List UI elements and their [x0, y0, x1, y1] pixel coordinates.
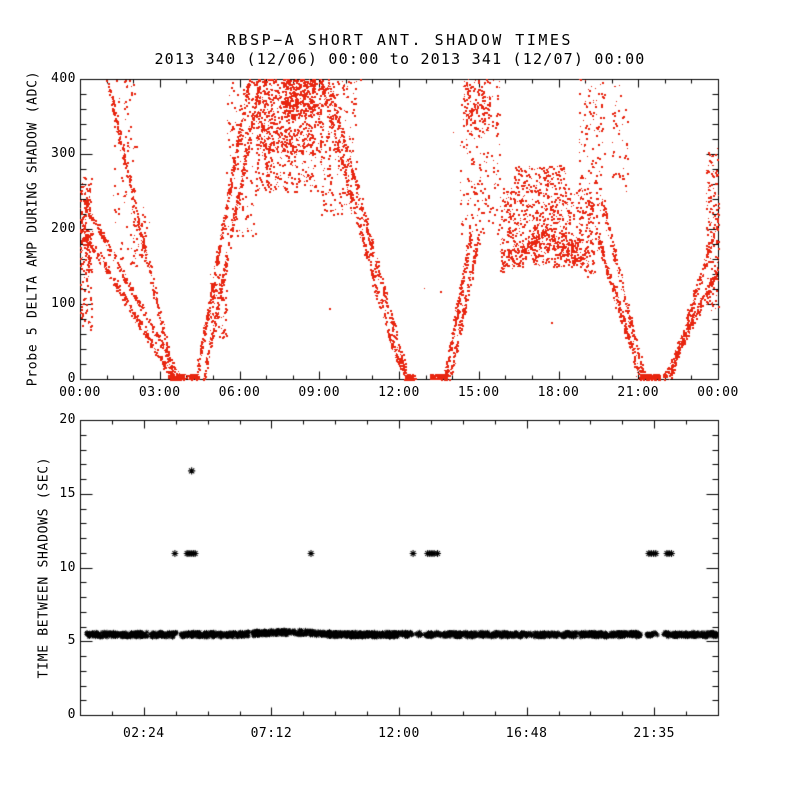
x-tick-label: 12:00 [378, 385, 420, 400]
x-tick-label: 21:35 [633, 726, 675, 741]
y-tick-label: 0 [67, 707, 76, 722]
chart-title: RBSP−A SHORT ANT. SHADOW TIMES [227, 31, 573, 49]
x-tick-label: 07:12 [250, 726, 293, 741]
y-tick-label: 20 [59, 412, 76, 427]
x-tick-label: 18:00 [537, 385, 580, 400]
chart-subtitle: 2013 340 (12/06) 00:00 to 2013 341 (12/0… [154, 50, 646, 68]
x-tick-label: 15:00 [457, 385, 500, 400]
x-tick-label: 16:48 [505, 726, 548, 741]
y-tick-label: 10 [59, 559, 76, 575]
x-tick-label: 03:00 [138, 385, 181, 400]
y-tick-label: 400 [51, 71, 76, 86]
x-tick-label: 00:00 [59, 385, 101, 400]
y-tick-label: 200 [51, 221, 76, 236]
y-tick-label: 100 [51, 296, 76, 311]
y-tick-label: 300 [51, 146, 76, 161]
x-tick-label: 06:00 [218, 385, 261, 400]
x-tick-label: 00:00 [697, 385, 739, 400]
x-tick-label: 21:00 [617, 385, 660, 400]
y-tick-label: 0 [67, 371, 76, 386]
y-tick-label: 5 [67, 633, 76, 649]
x-tick-label: 02:24 [122, 726, 165, 741]
x-tick-label: 12:00 [378, 726, 420, 741]
y-tick-label: 15 [59, 485, 76, 501]
x-tick-label: 09:00 [298, 385, 341, 400]
